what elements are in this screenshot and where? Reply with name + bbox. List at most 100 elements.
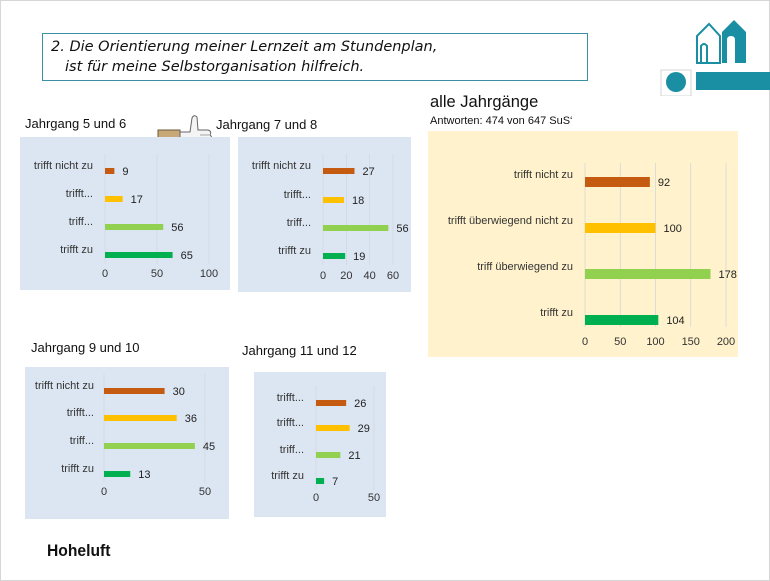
tick-label: 0 (313, 492, 319, 504)
category-label: trifft nicht zu (252, 160, 311, 172)
chart-svg: trifft... 26 trifft... 29 triff... 21 trifft z… (254, 372, 386, 517)
category-label: trifft... (284, 189, 311, 201)
category-label: trifft zu (60, 244, 93, 256)
data-label: 17 (131, 194, 143, 206)
data-label: 18 (352, 195, 364, 207)
tick-label: 50 (368, 492, 380, 504)
tick-label: 0 (320, 270, 326, 282)
bar (105, 196, 123, 202)
data-label: 56 (171, 222, 183, 234)
data-label: 7 (332, 476, 338, 488)
category-label: triff... (287, 217, 311, 229)
category-label: trifft... (67, 407, 94, 419)
question-line-2: ist für meine Selbstorganisation hilfrei… (65, 59, 365, 75)
title-jg-9-10: Jahrgang 9 und 10 (31, 340, 140, 355)
chart-panel-jg-5-6: trifft nicht zu 9 trifft... 17 triff... 56 tri… (20, 137, 230, 290)
school-logo (660, 20, 770, 96)
category-label: trifft nicht zu (514, 169, 573, 181)
tick-label: 60 (387, 270, 399, 282)
tick-label: 20 (340, 270, 352, 282)
bar (323, 253, 346, 259)
school-name: Hoheluft (47, 541, 111, 560)
question-box: 2. Die Orientierung meiner Lernzeit am S… (42, 33, 588, 81)
chart-background (238, 137, 411, 292)
chart-background (428, 131, 738, 357)
data-label: 36 (185, 413, 197, 425)
bar (104, 443, 195, 449)
category-label: trifft zu (540, 307, 573, 319)
bar (585, 315, 659, 325)
tick-label: 0 (101, 486, 107, 498)
bar (316, 478, 325, 484)
title-alle: alle Jahrgänge (430, 93, 539, 111)
tick-label: 50 (199, 486, 211, 498)
data-label: 9 (122, 166, 128, 178)
bar (323, 168, 355, 174)
data-label: 13 (138, 469, 150, 481)
category-label: trifft... (277, 392, 304, 404)
data-label: 45 (203, 441, 215, 453)
logo-door (727, 36, 735, 63)
title-jg-7-8: Jahrgang 7 und 8 (216, 117, 318, 132)
data-label: 29 (358, 423, 370, 435)
data-label: 30 (173, 386, 185, 398)
bar (104, 471, 131, 477)
bar (105, 252, 173, 258)
data-label: 65 (181, 250, 193, 262)
logo-house-inner (700, 43, 708, 64)
tick-label: 40 (364, 270, 376, 282)
category-label: triff... (70, 435, 94, 447)
data-label: 104 (666, 315, 684, 327)
category-label: trifft zu (278, 245, 311, 257)
bar (323, 225, 389, 231)
chart-background (20, 137, 230, 290)
tick-label: 0 (102, 268, 108, 280)
bar (585, 269, 711, 279)
chart-panel-jg-7-8: trifft nicht zu 27 trifft... 18 triff... 56 tr… (238, 137, 411, 292)
category-label: trifft überwiegend nicht zu (448, 215, 573, 227)
category-label: triff... (280, 444, 304, 456)
tick-label: 150 (682, 336, 700, 348)
bar (316, 452, 341, 458)
bar (104, 388, 165, 394)
chart-svg: trifft nicht zu 92 trifft überwiegend nich… (428, 131, 738, 357)
logo-house-outline (696, 22, 721, 64)
chart-svg: trifft nicht zu 27 trifft... 18 triff... 56 tr… (238, 137, 411, 292)
chart-panel-jg-11-12: trifft... 26 trifft... 29 triff... 21 trifft z… (254, 372, 386, 517)
tick-label: 50 (614, 336, 626, 348)
chart-panel-jg-9-10: trifft nicht zu 30 trifft... 36 triff... 45 tr… (25, 367, 229, 519)
bar (323, 197, 344, 203)
category-label: triff überwiegend zu (477, 261, 573, 273)
logo-circle (666, 72, 686, 92)
tick-label: 100 (200, 268, 218, 280)
tick-label: 200 (717, 336, 735, 348)
bar (104, 415, 177, 421)
data-label: 100 (664, 223, 682, 235)
bar (585, 177, 650, 187)
category-label: trifft zu (271, 470, 304, 482)
logo-bar (696, 72, 770, 90)
bar (316, 400, 347, 406)
data-label: 26 (354, 398, 366, 410)
category-label: trifft... (277, 417, 304, 429)
category-label: trifft nicht zu (35, 380, 94, 392)
subtitle-alle: Antworten: 474 von 647 SuS‘ (430, 115, 573, 127)
bar (316, 425, 350, 431)
chart-panel-alle: trifft nicht zu 92 trifft überwiegend nich… (428, 131, 738, 357)
tick-label: 50 (151, 268, 163, 280)
title-jg-5-6: Jahrgang 5 und 6 (25, 116, 127, 131)
category-label: trifft zu (61, 463, 94, 475)
chart-svg: trifft nicht zu 30 trifft... 36 triff... 45 tr… (25, 367, 229, 519)
data-label: 178 (718, 269, 736, 281)
category-label: trifft nicht zu (34, 160, 93, 172)
tick-label: 100 (646, 336, 664, 348)
bar (585, 223, 656, 233)
question-line-1: 2. Die Orientierung meiner Lernzeit am S… (51, 39, 438, 55)
data-label: 19 (353, 251, 365, 263)
title-jg-11-12: Jahrgang 11 und 12 (242, 343, 357, 358)
category-label: triff... (69, 216, 93, 228)
chart-svg: trifft nicht zu 9 trifft... 17 triff... 56 tri… (20, 137, 230, 290)
data-label: 56 (396, 223, 408, 235)
bar (105, 224, 164, 230)
bar (105, 168, 115, 174)
